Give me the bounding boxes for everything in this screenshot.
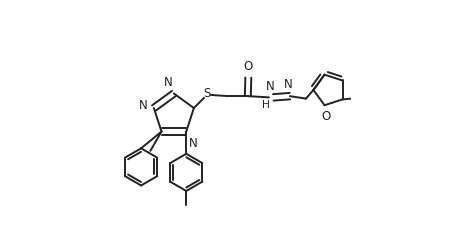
Text: N: N [164, 76, 173, 89]
Text: H: H [263, 100, 270, 110]
Text: N: N [266, 80, 274, 93]
Text: N: N [139, 99, 148, 112]
Text: S: S [204, 87, 211, 100]
Text: O: O [321, 110, 330, 123]
Text: N: N [189, 137, 197, 150]
Text: O: O [244, 60, 253, 73]
Text: N: N [284, 78, 293, 91]
